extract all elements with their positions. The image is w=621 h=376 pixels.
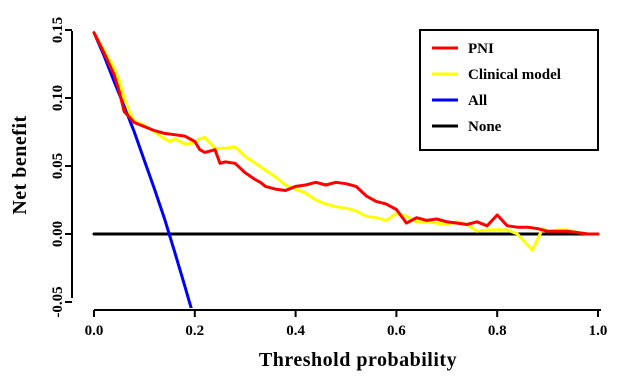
y-axis-ticks: -0.05 0.00 0.05 0.10 0.15 <box>50 17 72 318</box>
legend-box <box>419 29 599 151</box>
legend-label: PNI <box>468 41 494 57</box>
x-tick-label: 0.4 <box>286 323 305 339</box>
y-tick-label: 0.15 <box>50 17 66 43</box>
y-tick-label: 0.10 <box>50 85 66 111</box>
series-line-all <box>92 31 193 308</box>
legend-label: Clinical model <box>468 67 561 83</box>
series-layer <box>92 31 600 308</box>
y-tick-label: -0.05 <box>50 286 66 317</box>
x-axis-ticks: 0.0 0.2 0.4 0.6 0.8 1.0 <box>85 310 608 339</box>
legend-label: None <box>468 119 502 135</box>
x-tick-label: 0.8 <box>488 323 507 339</box>
x-axis-title: Threshold probability <box>259 349 457 371</box>
series-line-pni <box>92 31 600 236</box>
x-tick-label: 1.0 <box>589 323 608 339</box>
x-tick-label: 0.0 <box>85 323 104 339</box>
y-tick-label: 0.00 <box>50 221 66 247</box>
y-tick-label: 0.05 <box>50 153 66 179</box>
axes <box>71 31 601 311</box>
legend: PNI Clinical model All None <box>419 29 599 151</box>
x-tick-label: 0.2 <box>185 323 204 339</box>
x-tick-label: 0.6 <box>387 323 406 339</box>
y-axis-title: Net benefit <box>9 115 31 214</box>
series-line-clinical-model <box>92 31 600 252</box>
legend-label: All <box>468 93 487 109</box>
